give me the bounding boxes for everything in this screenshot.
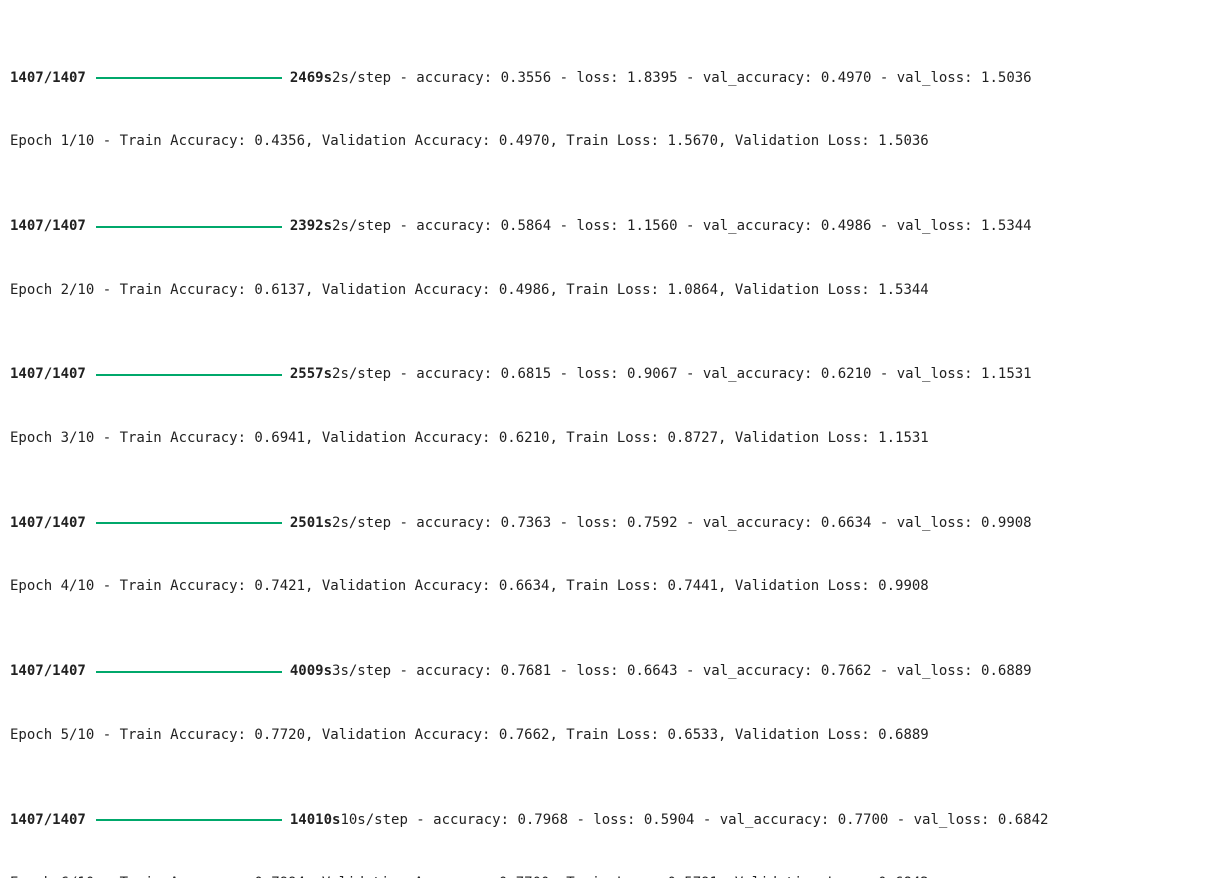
epoch-summary-line: Epoch 4/10 - Train Accuracy: 0.7421, Val… bbox=[10, 578, 929, 595]
epoch-duration: 2469s bbox=[289, 69, 333, 86]
progress-metrics: 3s/step - accuracy: 0.7681 - loss: 0.664… bbox=[332, 663, 1032, 680]
progress-metrics: 2s/step - accuracy: 0.3556 - loss: 1.839… bbox=[332, 69, 1032, 86]
epoch-duration: 2557s bbox=[289, 366, 333, 383]
step-counter: 1407/1407 bbox=[10, 69, 86, 86]
notebook-output: { "epochs": [ { "steps": "1407/1407", "d… bbox=[10, 69, 1049, 878]
progress-metrics: 2s/step - accuracy: 0.7363 - loss: 0.759… bbox=[332, 514, 1032, 531]
progress-bar bbox=[95, 77, 282, 80]
step-counter: 1407/1407 bbox=[10, 663, 86, 680]
step-counter: 1407/1407 bbox=[10, 366, 86, 383]
progress-bar bbox=[95, 522, 282, 525]
epoch-summary-line: Epoch 6/10 - Train Accuracy: 0.7994, Val… bbox=[10, 873, 1048, 878]
epoch-duration: 4009s bbox=[289, 663, 333, 680]
epoch-summary-line: Epoch 2/10 - Train Accuracy: 0.6137, Val… bbox=[10, 281, 929, 298]
epoch-duration: 14010s bbox=[289, 811, 341, 828]
epoch-duration: 2501s bbox=[289, 514, 333, 531]
progress-line: 1407/1407 2469s 2s/step - accuracy: 0.355… bbox=[10, 68, 1048, 89]
progress-bar bbox=[95, 373, 282, 376]
progress-line: 1407/1407 2392s 2s/step - accuracy: 0.586… bbox=[10, 216, 1048, 237]
progress-line: 1407/1407 4009s 3s/step - accuracy: 0.768… bbox=[10, 661, 1048, 682]
progress-bar bbox=[95, 225, 282, 228]
progress-metrics: 2s/step - accuracy: 0.5864 - loss: 1.156… bbox=[332, 218, 1032, 234]
epoch-duration: 2392s bbox=[289, 218, 333, 234]
progress-bar bbox=[95, 819, 282, 822]
progress-line: 1407/1407 2501s 2s/step - accuracy: 0.736… bbox=[10, 513, 1048, 534]
step-counter: 1407/1407 bbox=[10, 811, 86, 828]
epoch-summary-line: Epoch 1/10 - Train Accuracy: 0.4356, Val… bbox=[10, 133, 929, 150]
progress-line: 1407/1407 14010s 10s/step - accuracy: 0.7… bbox=[10, 810, 1048, 831]
progress-metrics: 10s/step - accuracy: 0.7968 - loss: 0.59… bbox=[340, 811, 1049, 828]
epoch-summary-line: Epoch 5/10 - Train Accuracy: 0.7720, Val… bbox=[10, 726, 929, 743]
progress-line: 1407/1407 2557s 2s/step - accuracy: 0.681… bbox=[10, 364, 1048, 385]
step-counter: 1407/1407 bbox=[10, 218, 86, 234]
progress-metrics: 2s/step - accuracy: 0.6815 - loss: 0.906… bbox=[332, 366, 1032, 383]
training-log: 1407/1407 2469s 2s/step - accuracy: 0.355… bbox=[10, 4, 1048, 878]
step-counter: 1407/1407 bbox=[10, 514, 86, 531]
progress-bar bbox=[95, 670, 282, 673]
